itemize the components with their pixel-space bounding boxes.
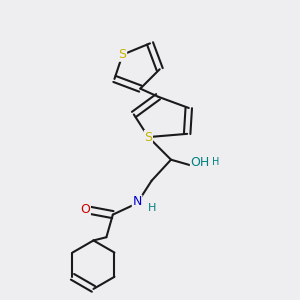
Text: OH: OH (190, 156, 210, 170)
Text: H: H (212, 157, 219, 167)
Text: O: O (80, 203, 90, 216)
Text: H: H (147, 203, 156, 213)
Text: S: S (144, 130, 152, 144)
Text: N: N (132, 195, 142, 208)
Text: S: S (118, 48, 127, 61)
